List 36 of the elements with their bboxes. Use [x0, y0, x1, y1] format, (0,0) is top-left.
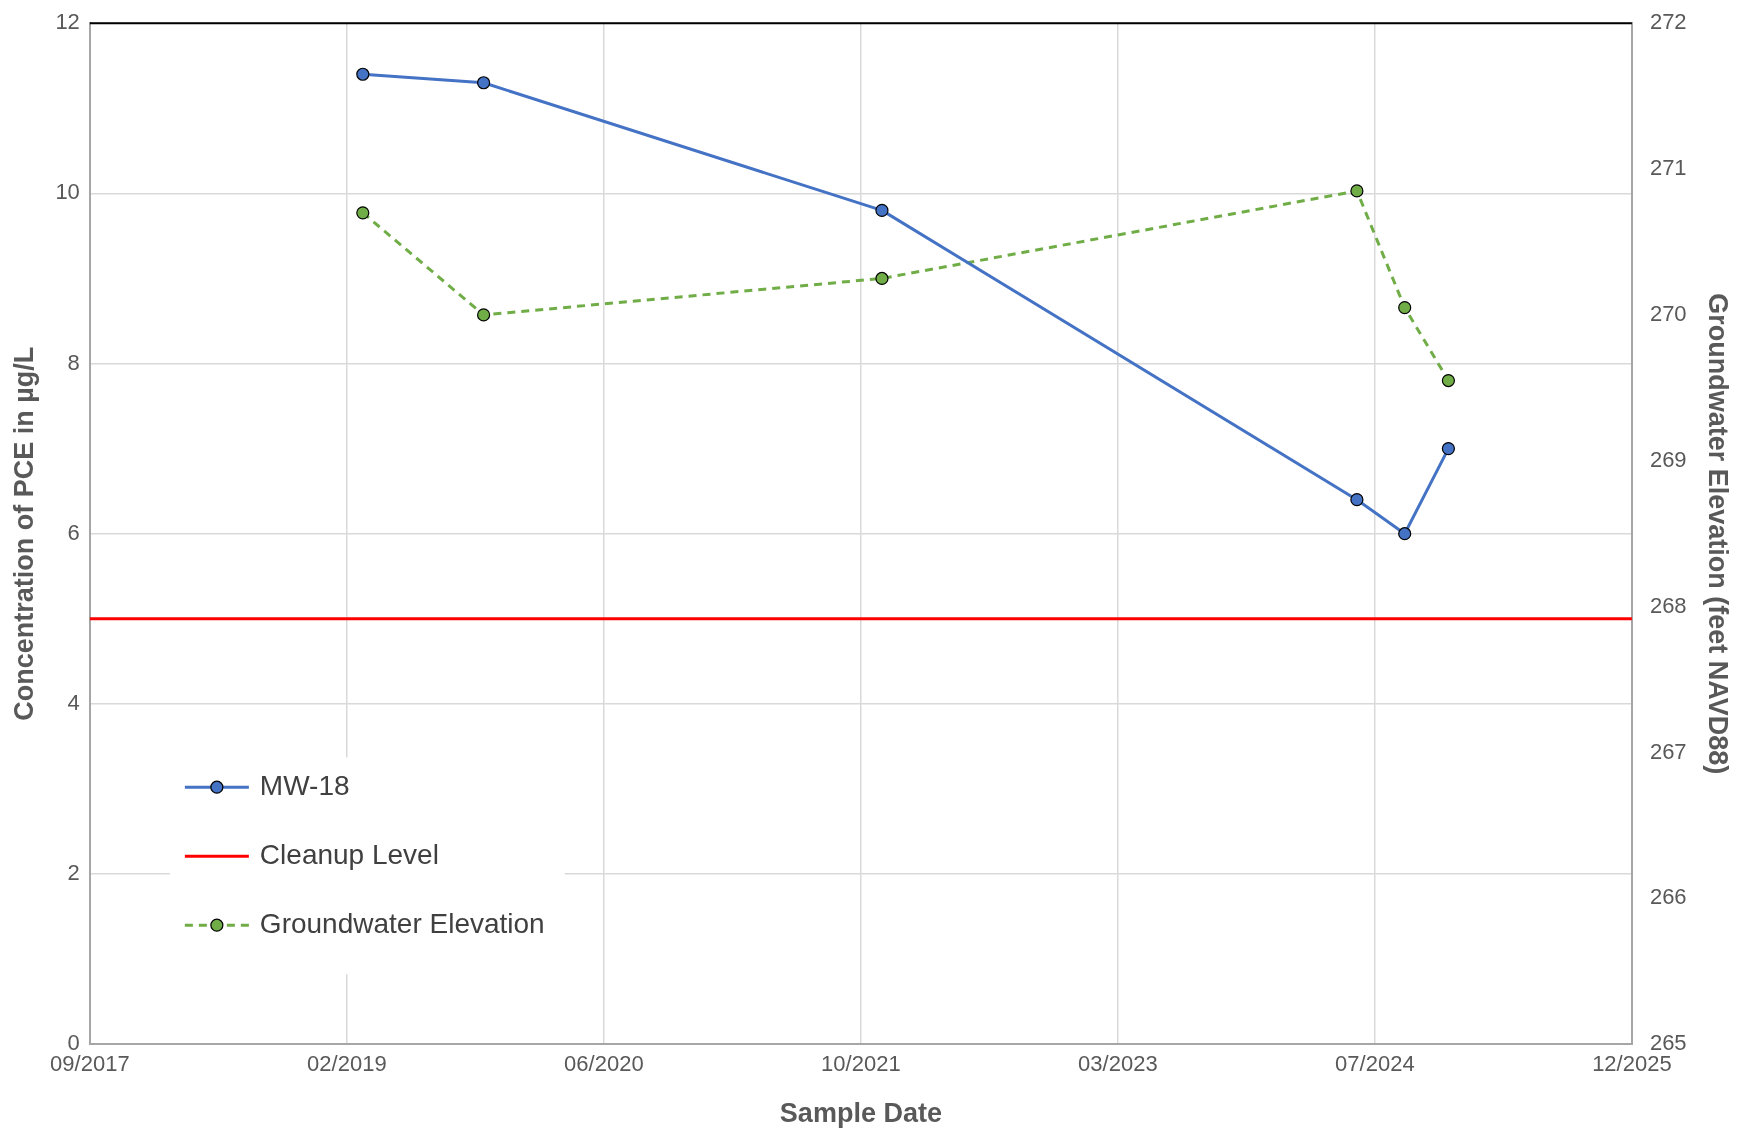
point [356, 206, 370, 220]
y-tick-label: 12 [55, 9, 80, 35]
point [477, 76, 491, 90]
y2-tick-label: 272 [1649, 9, 1687, 35]
point [477, 308, 491, 322]
legend-label: Cleanup Level [259, 838, 439, 870]
point [1350, 184, 1364, 198]
point [356, 67, 370, 81]
x-tick-label: 10/2021 [821, 1051, 901, 1077]
y-tick-label: 6 [67, 519, 80, 545]
y2-tick-label: 268 [1649, 592, 1687, 618]
x-axis-title: Sample Date [779, 1098, 942, 1129]
y2-tick-label: 270 [1649, 300, 1687, 326]
point [1398, 527, 1412, 541]
x-tick-label: 03/2023 [1078, 1051, 1158, 1077]
y-tick-label: 8 [67, 349, 80, 375]
y-axis-title: Concentration of PCE in µg/L [8, 346, 39, 721]
y2-tick-label: 266 [1649, 884, 1687, 910]
legend-label: MW-18 [259, 769, 350, 801]
point [875, 203, 889, 217]
point [875, 271, 889, 286]
y2-tick-label: 269 [1649, 446, 1687, 472]
y2-tick-label: 271 [1649, 155, 1687, 181]
x-tick-label: 06/2020 [564, 1051, 644, 1077]
point [1441, 442, 1455, 456]
x-tick-label: 02/2019 [307, 1051, 387, 1077]
point [1441, 373, 1455, 388]
point [1350, 493, 1364, 507]
y-tick-label: 2 [67, 860, 80, 886]
x-tick-label: 07/2024 [1335, 1051, 1415, 1077]
y-tick-label: 4 [67, 689, 80, 715]
legend-label: Groundwater Elevation [259, 907, 545, 939]
y2-axis-title: Groundwater Elevation (feet NAVD88) [1703, 293, 1734, 775]
y-tick-label: 10 [55, 179, 80, 205]
y2-tick-label: 267 [1649, 738, 1687, 764]
point [1398, 301, 1412, 315]
